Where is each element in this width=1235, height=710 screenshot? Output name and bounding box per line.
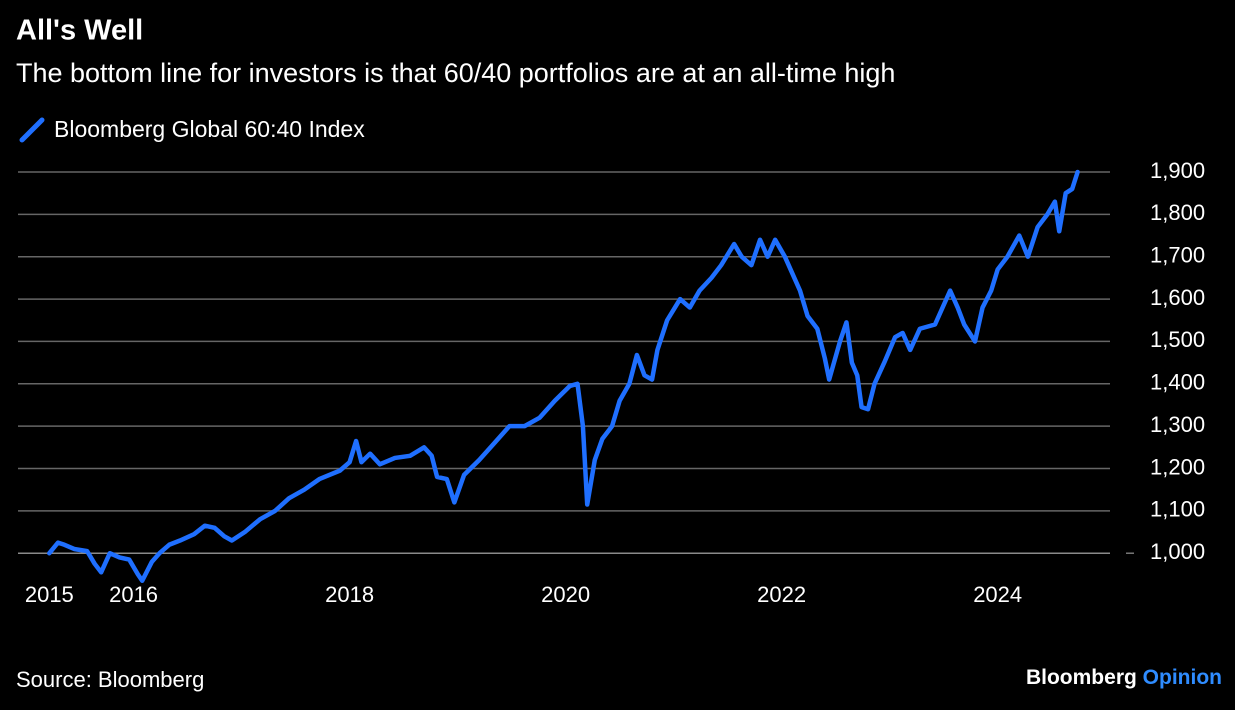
y-tick-label: 1,600 [1150,285,1205,310]
y-tick-label: 1,700 [1150,243,1205,268]
logo: Bloomberg Opinion [1026,666,1222,689]
x-tick-label: 2018 [325,582,374,607]
y-tick-label: 1,800 [1150,200,1205,225]
y-tick-label: 1,100 [1150,497,1205,522]
y-tick-label: 1,200 [1150,454,1205,479]
chart-title: All's Well [16,15,143,47]
legend-icon [19,117,45,143]
x-tick-label: 2024 [973,582,1022,607]
x-tick-label: 2015 [25,582,74,607]
x-tick-label: 2020 [541,582,590,607]
y-tick-label: 1,900 [1150,158,1205,183]
y-tick-label: 1,300 [1150,412,1205,437]
x-tick-label: 2016 [109,582,158,607]
data-line [47,169,1080,584]
legend-label: Bloomberg Global 60:40 Index [54,116,365,142]
source: Source: Bloomberg [16,667,204,692]
chart-subtitle: The bottom line for investors is that 60… [16,58,895,88]
x-tick-label: 2022 [757,582,806,607]
y-tick-label: 1,500 [1150,327,1205,352]
y-tick-label: 1,400 [1150,370,1205,395]
logo-accent: Opinion [1143,666,1222,689]
logo-main: Bloomberg [1026,666,1137,689]
y-tick-label: 1,000 [1150,539,1205,564]
